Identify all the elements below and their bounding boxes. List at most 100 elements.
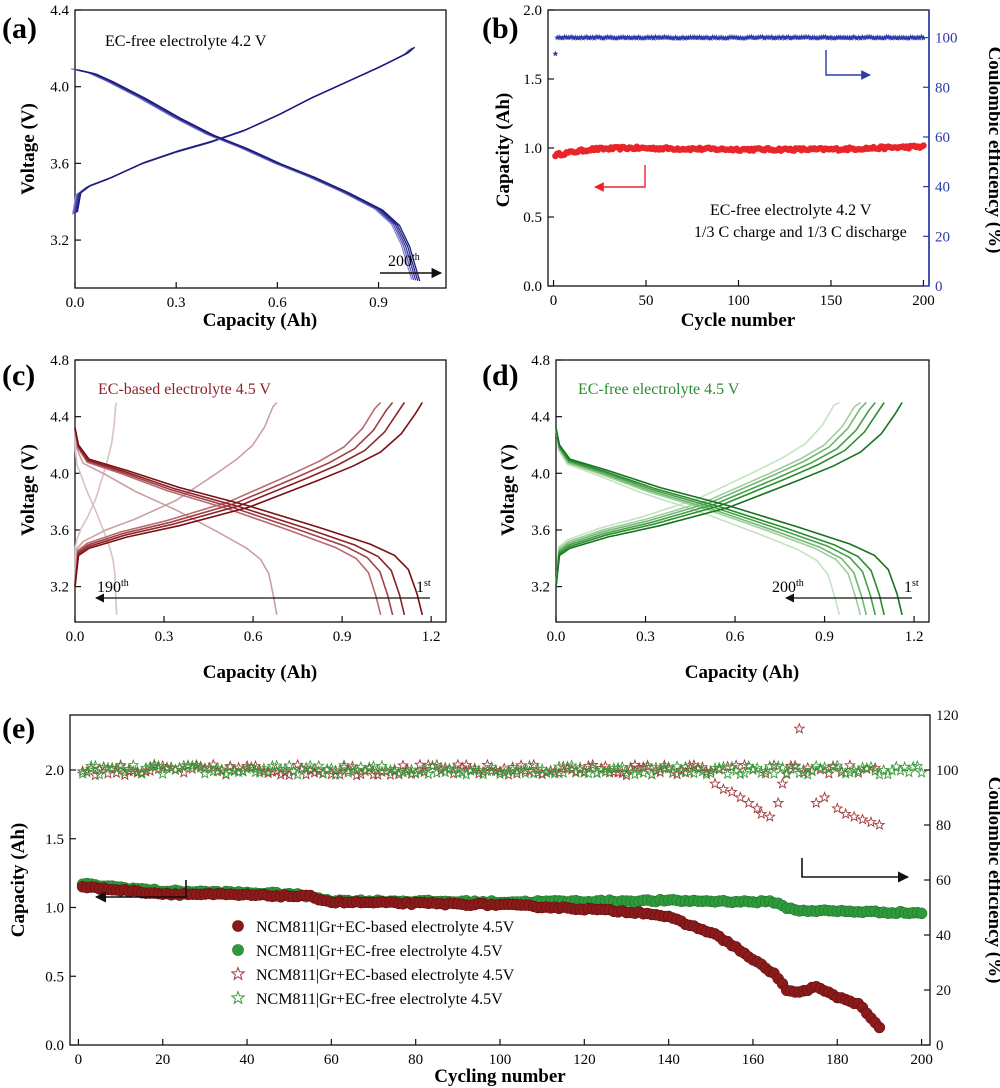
ec-free-ce-point [915,766,928,778]
ec-free-ce-point [278,762,292,775]
efficiency-point [770,35,777,41]
panel-e-capacity-arrow [94,880,187,903]
panel-b-title: EC-free electrolyte 4.2 V [710,202,872,219]
panel-d-frame [555,359,930,623]
ec-free-ce-point [814,761,827,774]
efficiency-point [905,35,912,41]
ec-free-ce-point [721,767,734,780]
ec-free-ce-point [477,768,490,780]
ec-free-ce-point [291,768,304,780]
panel-e-points [76,722,928,1034]
ec-based-ce-point [713,763,726,775]
ec-based-ce-point [333,768,346,780]
panel-d-charge-curve [555,401,876,587]
efficiency-point [704,34,711,40]
panel-a-discharge-curve [74,68,417,281]
ec-free-ce-point [236,765,249,777]
legend-marker-ec-free-capacity [232,944,244,956]
ec-free-ce-point [755,766,768,778]
efficiency-point [920,34,927,41]
ec-free-ce-point [768,767,781,779]
panel-c-charge-curve [74,401,394,587]
efficiency-point [872,35,879,41]
efficiency-point [650,35,657,41]
ec-based-ce-point [266,765,279,777]
panel-e-efficiency-arrow [801,858,910,883]
panel-d-discharge-curve [555,427,868,616]
ec-free-ce-point [430,766,443,779]
ec-free-ce-point [283,759,296,771]
ec-free-ce-point [590,767,603,779]
ec-based-ce-point [198,762,211,774]
ec-free-ce-point [708,761,722,774]
ec-free-ce-point [616,760,629,773]
panel-b-ytick-label: 0.0 [523,279,542,295]
efficiency-point [715,35,722,41]
efficiency-point [741,35,748,41]
efficiency-point [646,34,653,41]
panel-b-ytick-label: 1.0 [523,141,542,157]
panel-e-y2tick-label: 100 [936,763,959,779]
ec-free-ce-point [881,768,894,780]
ec-based-ce-point [308,766,321,778]
panel-d-left-label: 200th [772,578,804,596]
ec-free-ce-point [827,760,840,773]
efficiency-point [552,50,559,57]
panel-b-y2tick-label: 100 [935,31,958,47]
panel-b: (b) 0 50 100 150 200 0.0 0.5 1.0 1.5 2.0 0 20 40 60 80… [482,3,1000,331]
panel-b-ytick-label: 1.5 [523,72,542,88]
ec-free-ce-point [434,761,447,773]
ec-based-ce-point [295,762,308,774]
ec-based-ce-point [696,761,709,773]
panel-b-subtitle: 1/3 C charge and 1/3 C discharge [694,224,907,241]
panel-c-charge-curve [74,402,118,587]
ec-free-ce-point [780,768,793,780]
efficiency-point [785,33,792,40]
efficiency-point [685,34,692,41]
efficiency-point [554,34,561,41]
ec-free-ce-point [671,760,683,772]
ec-free-ce-point [397,766,410,778]
ec-free-ce-point [207,765,220,777]
ec-based-ce-point [822,767,835,779]
ec-free-ce-point [169,763,182,775]
panel-c-charge-curve [74,401,278,587]
ec-based-ce-point [725,785,738,798]
panel-c-discharge-curve [74,427,118,615]
efficiency-point [591,35,598,41]
panel-e-xtick-label: 140 [657,1052,680,1068]
legend-label-ec-free-ce: NCM811|Gr+EC-free electrolyte 4.5V [256,991,503,1008]
panel-e-legend: NCM811|Gr+EC-based electrolyte 4.5V NCM8… [230,919,515,1008]
ec-based-ce-point [839,807,852,820]
panel-a-frame [74,9,447,289]
ec-free-ce-point [160,762,173,774]
panel-c-xtick-label: 0.0 [66,629,85,645]
panel-c: (c) 0.0 0.3 0.6 0.9 1.2 3.2 3.6 4.0 4.4 4.8 EC-ba… [2,353,447,683]
ec-free-ce-point [822,762,835,775]
ec-based-ce-point [274,768,287,780]
panel-a-discharge-curve [76,69,419,281]
panel-e-xtick-label: 80 [408,1052,423,1068]
efficiency-point [898,34,905,41]
panel-d-axes: 0.0 0.3 0.6 0.9 1.2 3.2 3.6 4.0 4.4 4.8 [531,353,923,645]
panel-a-discharge-curve [72,68,415,281]
panel-e-xtick-label: 160 [742,1052,765,1068]
efficiency-point [576,34,583,41]
ec-free-ce-point [156,767,169,780]
ec-free-ce-point [333,764,346,776]
panel-b-label: (b) [482,12,519,45]
efficiency-point [606,34,613,41]
efficiency-point [861,34,868,41]
efficiency-point [822,33,829,40]
panel-c-ytick-label: 4.8 [50,353,69,369]
panel-e-ytick-label: 1.0 [45,901,64,917]
ec-free-ce-point [557,766,570,779]
panel-d-discharge-curve [555,427,877,616]
panel-a-xtick-label: 0.6 [268,295,287,311]
efficiency-point [633,35,640,41]
ec-free-ce-point [688,767,700,779]
efficiency-point [853,35,860,41]
ec-based-ce-point [620,769,633,781]
panel-b-points [552,33,927,160]
